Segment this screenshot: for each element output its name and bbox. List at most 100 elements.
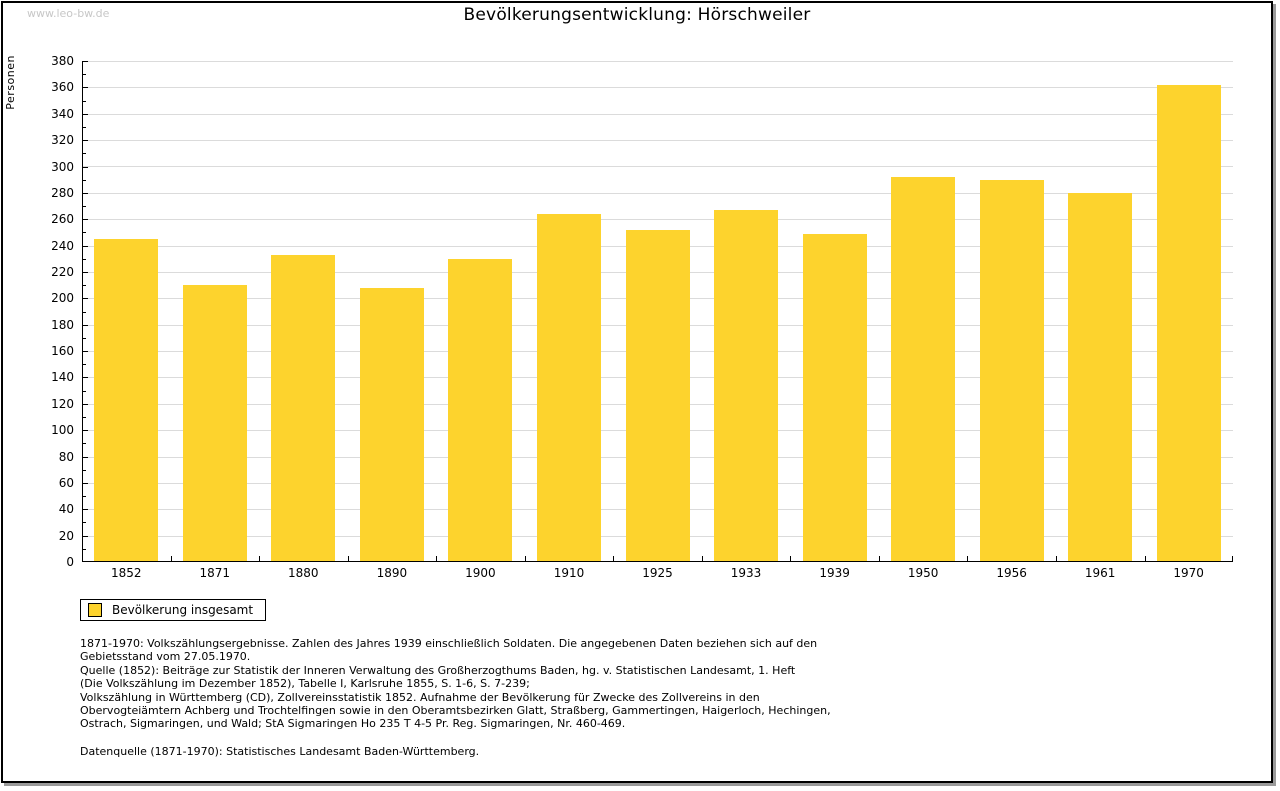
y-minor-tick	[83, 232, 86, 234]
site-watermark: www.leo-bw.de	[27, 7, 110, 20]
y-tick-label: 120	[51, 396, 74, 411]
y-minor-tick	[83, 126, 86, 128]
y-major-tick	[83, 351, 88, 353]
footer-line: Volkszählung in Württemberg (CD), Zollve…	[80, 690, 760, 704]
y-tick-label: 80	[58, 449, 74, 464]
x-boundary-tick	[701, 556, 703, 561]
y-major-tick	[83, 113, 88, 115]
plot-area: 0 20 40 60 80 100 120 140 160 180 200 220 240 260 280 3…	[51, 54, 1233, 580]
x-boundary-tick	[790, 556, 792, 561]
y-minor-tick	[83, 390, 86, 392]
x-boundary-tick	[1144, 556, 1146, 561]
x-boundary-tick	[1232, 556, 1233, 561]
footer-line: Obervogteiämtern Achberg und Trochtelfin…	[80, 704, 831, 718]
gridline	[82, 61, 1233, 62]
bar-1900	[448, 258, 513, 562]
x-tick-label-1925: 1925	[642, 566, 673, 580]
y-minor-tick	[83, 469, 86, 471]
x-tick-label-1970: 1970	[1173, 566, 1204, 580]
y-tick-label: 100	[51, 423, 74, 438]
x-tick-label-1961: 1961	[1084, 566, 1116, 580]
y-tick-label: 160	[51, 344, 74, 359]
y-tick-label: 340	[51, 106, 74, 121]
footer-line: 1871-1970: Volkszählungsergebnisse. Zahl…	[80, 637, 818, 650]
y-minor-tick	[83, 496, 86, 498]
y-tick-label: 240	[51, 238, 74, 253]
legend-box: Bevölkerung insgesamt	[80, 599, 267, 621]
y-tick-label: 140	[51, 370, 74, 385]
bar-1950	[891, 177, 956, 562]
y-tick-label: 200	[51, 291, 74, 306]
bar-1961	[1068, 192, 1133, 562]
y-minor-tick	[83, 417, 86, 418]
gridline	[82, 87, 1233, 89]
y-tick-label: 280	[51, 185, 74, 200]
y-tick-label: 40	[58, 502, 74, 517]
y-minor-tick	[83, 443, 86, 445]
x-boundary-tick	[259, 556, 261, 561]
y-major-tick	[83, 192, 88, 194]
x-boundary-tick	[347, 556, 349, 561]
y-tick-label: 20	[58, 528, 74, 543]
bar-1852	[94, 239, 159, 562]
y-major-tick	[83, 456, 88, 458]
y-major-tick	[83, 219, 88, 221]
bar-1880	[271, 254, 336, 562]
x-axis-line	[82, 561, 1233, 562]
y-major-tick	[83, 509, 88, 511]
gridline	[82, 113, 1233, 115]
y-major-tick	[83, 271, 88, 273]
footer-line: Gebietsstand vom 27.05.1970.	[80, 650, 251, 664]
y-major-tick	[83, 166, 88, 168]
footer-line: Quelle (1852): Beiträge zur Statistik de…	[80, 663, 796, 677]
x-tick-label-1950: 1950	[907, 566, 939, 580]
bar-1933	[714, 210, 778, 562]
y-tick-label: 260	[51, 212, 74, 227]
x-boundary-tick	[967, 556, 969, 561]
x-tick-label-1933: 1933	[730, 566, 762, 580]
y-tick-label: 180	[51, 317, 74, 332]
datasource-line: Datenquelle (1871-1970): Statistisches L…	[80, 744, 480, 758]
source-notes: 1871-1970: Volkszählungsergebnisse. Zahl…	[80, 637, 831, 758]
y-tick-label: 60	[58, 475, 74, 490]
x-boundary-tick	[878, 556, 880, 561]
y-major-tick	[83, 61, 88, 62]
y-minor-tick	[83, 179, 86, 181]
y-major-tick	[83, 430, 88, 432]
y-minor-tick	[83, 153, 86, 155]
y-tick-label: 320	[51, 133, 74, 148]
y-major-tick	[83, 245, 88, 247]
bar-1910	[537, 213, 601, 562]
bar-1890	[359, 287, 424, 562]
gridline	[82, 219, 1233, 221]
bar-1925	[625, 229, 690, 562]
y-major-tick	[83, 87, 88, 89]
y-major-tick	[83, 324, 88, 326]
y-axis-title: Personen	[4, 55, 17, 110]
x-boundary-tick	[170, 556, 172, 561]
x-boundary-tick	[613, 556, 615, 561]
y-minor-tick	[83, 74, 86, 76]
y-minor-tick	[83, 364, 86, 366]
x-tick-label-1910: 1910	[553, 566, 585, 580]
x-boundary-tick	[1055, 556, 1057, 561]
y-minor-tick	[83, 311, 86, 313]
y-major-tick	[83, 377, 88, 379]
y-tick-label: 300	[51, 159, 74, 174]
y-minor-tick	[83, 522, 86, 524]
x-tick-label-1852: 1852	[111, 566, 142, 580]
x-boundary-tick	[436, 556, 438, 561]
y-tick-label: 0	[66, 555, 74, 569]
bar-1871	[182, 285, 247, 562]
footer-line: (Die Volkszählung im Dezember 1852), Tab…	[80, 677, 530, 691]
bar-1970	[1156, 84, 1221, 562]
y-tick-label: 360	[51, 80, 74, 95]
y-tick-label: 220	[51, 264, 74, 279]
x-boundary-tick	[524, 556, 526, 561]
y-major-tick	[83, 140, 88, 142]
y-axis-line	[82, 61, 83, 562]
x-tick-label-1900: 1900	[465, 566, 496, 580]
gridline	[82, 192, 1233, 194]
footer-lines: 1871-1970: Volkszählungsergebnisse. Zahl…	[80, 637, 831, 731]
